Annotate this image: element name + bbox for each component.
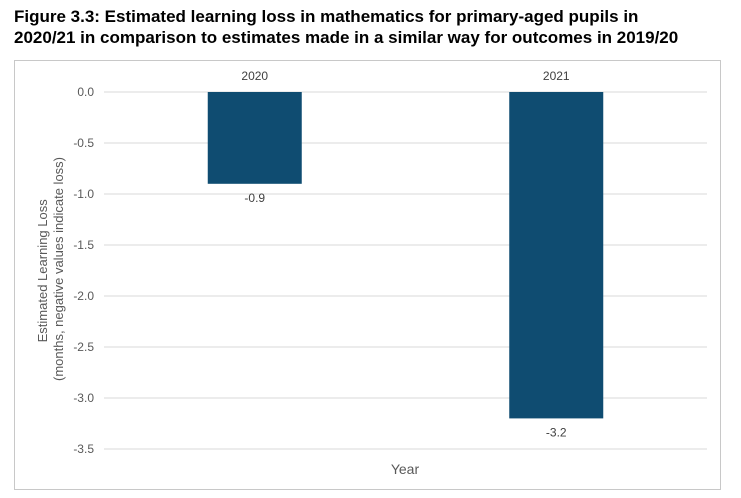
data-label-2021: -3.2: [546, 425, 567, 439]
y-tick-label: -3.5: [73, 442, 94, 456]
y-tick-label: -2.0: [73, 289, 94, 303]
chart-frame: [14, 60, 721, 490]
data-labels: -0.9 -3.2: [244, 191, 567, 440]
y-axis-label: Estimated Learning Loss (months, negativ…: [35, 157, 66, 381]
y-tick-label: -1.0: [73, 187, 94, 201]
y-tick-label: -0.5: [73, 136, 94, 150]
y-axis-label-line-2: (months, negative values indicate loss): [51, 157, 66, 381]
y-tick-label: -2.5: [73, 340, 94, 354]
chart-title: Figure 3.3: Estimated learning loss in m…: [14, 6, 734, 48]
category-labels: 2020 2021: [241, 69, 570, 83]
y-axis-ticks: 0.0 -0.5 -1.0 -1.5 -2.0 -2.5 -3.0 -3.5: [73, 85, 94, 456]
bars: [207, 92, 604, 419]
bar-2020: [207, 92, 302, 184]
chart-title-line-2: 2020/21 in comparison to estimates made …: [14, 28, 679, 47]
y-axis-label-line-1: Estimated Learning Loss: [35, 199, 50, 343]
y-tick-label: -3.0: [73, 391, 94, 405]
gridlines: [104, 91, 707, 450]
category-label-2020: 2020: [241, 69, 268, 83]
x-axis-label: Year: [391, 461, 420, 477]
chart-title-line-1: Figure 3.3: Estimated learning loss in m…: [14, 7, 639, 26]
category-label-2021: 2021: [543, 69, 570, 83]
bar-2021: [509, 92, 604, 419]
data-label-2020: -0.9: [244, 191, 265, 205]
y-tick-label: 0.0: [77, 85, 94, 99]
y-tick-label: -1.5: [73, 238, 94, 252]
